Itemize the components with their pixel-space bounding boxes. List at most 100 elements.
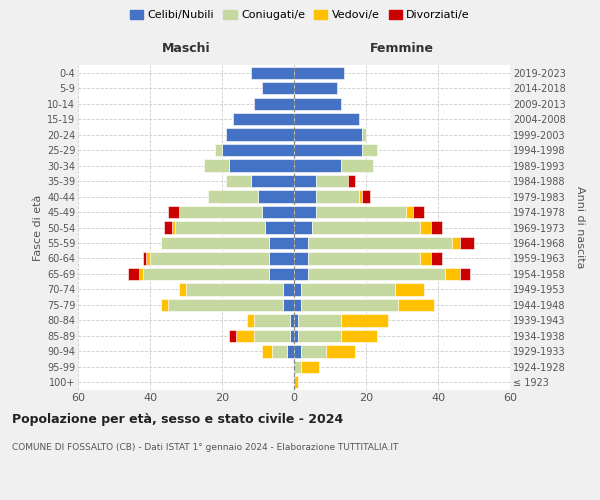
Bar xyxy=(362,190,370,202)
Bar xyxy=(222,144,294,156)
Bar xyxy=(301,283,395,296)
Text: Femmine: Femmine xyxy=(370,42,434,55)
Bar xyxy=(290,314,294,326)
Bar xyxy=(452,237,460,249)
Bar xyxy=(226,128,294,141)
Bar xyxy=(398,298,434,311)
Bar xyxy=(316,175,348,188)
Bar xyxy=(406,206,413,218)
Bar xyxy=(395,283,424,296)
Bar xyxy=(308,252,420,264)
Bar xyxy=(294,82,337,94)
Bar xyxy=(316,206,406,218)
Bar xyxy=(348,175,355,188)
Bar xyxy=(445,268,460,280)
Bar xyxy=(128,268,139,280)
Bar xyxy=(265,222,294,234)
Bar xyxy=(294,160,341,172)
Bar xyxy=(294,330,298,342)
Bar xyxy=(294,175,316,188)
Bar xyxy=(283,298,294,311)
Bar xyxy=(294,283,301,296)
Bar xyxy=(294,66,344,79)
Bar xyxy=(254,314,290,326)
Bar xyxy=(146,252,150,264)
Bar xyxy=(269,252,294,264)
Bar xyxy=(233,113,294,126)
Bar xyxy=(294,314,298,326)
Bar xyxy=(269,268,294,280)
Y-axis label: Fasce di età: Fasce di età xyxy=(32,194,43,260)
Bar xyxy=(316,190,359,202)
Text: COMUNE DI FOSSALTO (CB) - Dati ISTAT 1° gennaio 2024 - Elaborazione TUTTITALIA.I: COMUNE DI FOSSALTO (CB) - Dati ISTAT 1° … xyxy=(12,442,398,452)
Bar xyxy=(294,113,359,126)
Y-axis label: Anni di nascita: Anni di nascita xyxy=(575,186,585,269)
Bar xyxy=(186,283,283,296)
Bar xyxy=(226,175,251,188)
Bar xyxy=(341,330,377,342)
Bar xyxy=(460,268,470,280)
Bar xyxy=(420,222,431,234)
Bar xyxy=(294,268,308,280)
Bar xyxy=(298,330,341,342)
Bar xyxy=(420,252,431,264)
Bar xyxy=(229,330,236,342)
Bar xyxy=(208,190,258,202)
Bar xyxy=(301,345,326,358)
Bar xyxy=(431,222,442,234)
Bar xyxy=(294,98,341,110)
Bar xyxy=(294,298,301,311)
Bar xyxy=(308,268,445,280)
Bar xyxy=(290,330,294,342)
Bar xyxy=(287,345,294,358)
Bar xyxy=(413,206,424,218)
Bar xyxy=(298,314,341,326)
Bar xyxy=(326,345,355,358)
Bar xyxy=(236,330,254,342)
Bar xyxy=(308,237,452,249)
Bar xyxy=(283,283,294,296)
Bar xyxy=(262,82,294,94)
Bar xyxy=(359,190,362,202)
Bar xyxy=(143,268,269,280)
Bar xyxy=(215,144,222,156)
Bar xyxy=(460,237,474,249)
Text: Popolazione per età, sesso e stato civile - 2024: Popolazione per età, sesso e stato civil… xyxy=(12,412,343,426)
Bar xyxy=(139,268,143,280)
Bar xyxy=(294,190,316,202)
Bar xyxy=(204,160,229,172)
Bar xyxy=(150,252,269,264)
Bar xyxy=(164,222,172,234)
Bar xyxy=(294,206,316,218)
Bar xyxy=(301,360,319,373)
Bar xyxy=(272,345,287,358)
Bar xyxy=(251,175,294,188)
Bar xyxy=(254,330,290,342)
Bar xyxy=(294,360,301,373)
Bar xyxy=(294,237,308,249)
Bar xyxy=(294,222,312,234)
Text: Maschi: Maschi xyxy=(161,42,211,55)
Bar xyxy=(262,345,272,358)
Bar xyxy=(161,237,269,249)
Bar xyxy=(161,298,168,311)
Bar xyxy=(269,237,294,249)
Bar xyxy=(362,128,366,141)
Bar xyxy=(247,314,254,326)
Bar xyxy=(431,252,442,264)
Bar xyxy=(172,222,175,234)
Bar xyxy=(294,376,298,388)
Bar xyxy=(341,160,373,172)
Bar xyxy=(175,222,265,234)
Bar xyxy=(312,222,420,234)
Bar xyxy=(168,298,283,311)
Bar xyxy=(294,345,301,358)
Bar xyxy=(258,190,294,202)
Bar xyxy=(168,206,179,218)
Bar xyxy=(341,314,388,326)
Bar xyxy=(254,98,294,110)
Bar xyxy=(229,160,294,172)
Bar xyxy=(294,252,308,264)
Bar xyxy=(362,144,377,156)
Bar xyxy=(179,283,186,296)
